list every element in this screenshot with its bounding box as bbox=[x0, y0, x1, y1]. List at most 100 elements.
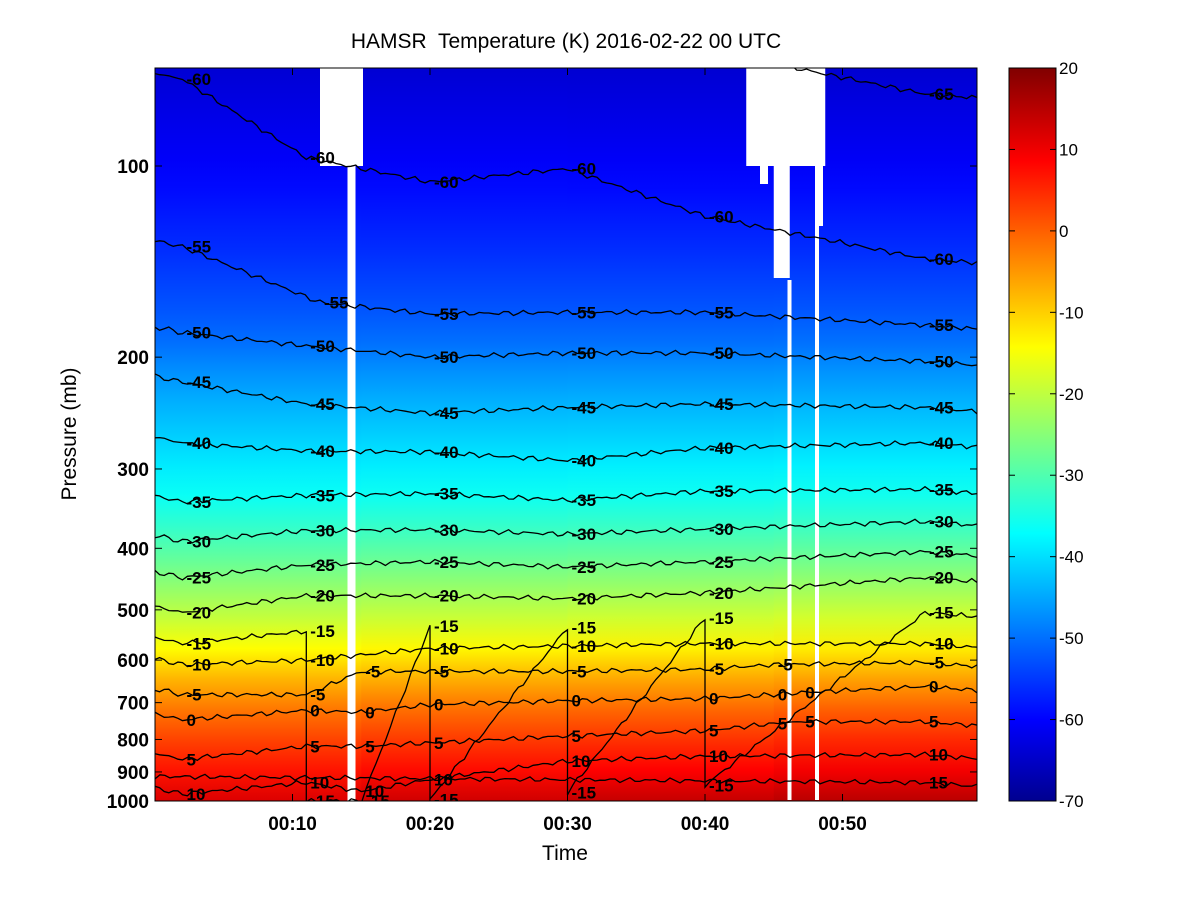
contour-label: -55 bbox=[929, 316, 954, 335]
contour-label: -25 bbox=[929, 543, 954, 562]
contour-label: -60 bbox=[434, 173, 459, 192]
field-strip bbox=[773, 68, 977, 801]
contour-label: -15 bbox=[310, 622, 335, 641]
contour-label: -40 bbox=[187, 434, 212, 453]
contour-labels: -60-60-60-60-60-65-65-60-55-55-55 -55 -55-… bbox=[187, 70, 954, 811]
contour-line bbox=[155, 640, 977, 668]
contour-label: -50 bbox=[187, 324, 212, 343]
contour-label: -60 bbox=[572, 160, 597, 179]
field-strip bbox=[567, 68, 775, 801]
contour-label: -40 bbox=[709, 439, 734, 458]
contour-label: -10 bbox=[929, 635, 954, 654]
contour-label: -50 bbox=[572, 344, 597, 363]
y-tick-label: 700 bbox=[117, 694, 149, 715]
contour-label: -30 bbox=[709, 520, 734, 539]
colorbar-tick-label: 20 bbox=[1059, 59, 1078, 78]
contour-label: 5 bbox=[310, 737, 319, 756]
data-gap bbox=[787, 280, 792, 800]
contour-label: -15 bbox=[310, 792, 335, 811]
contour-label: 0 bbox=[929, 677, 938, 696]
contour-label: 5 bbox=[187, 750, 196, 769]
colorbar-tick-label: -30 bbox=[1059, 466, 1084, 485]
contour-label: -25 bbox=[572, 558, 597, 577]
contour-label: 10 bbox=[709, 747, 728, 766]
contour-label: 0 bbox=[805, 684, 814, 703]
contour-label: 0 bbox=[365, 703, 374, 722]
colorbar: 20 10 0 -10 -20 -30 -40 -50 -60 -70 bbox=[1008, 59, 1084, 811]
colorbar-tick-label: -40 bbox=[1059, 548, 1084, 567]
contour-label: -45 bbox=[187, 373, 212, 392]
contour-label: -10 bbox=[187, 656, 212, 675]
contour-label: 10 bbox=[365, 782, 384, 801]
contour-label: 0 bbox=[310, 701, 319, 720]
data-gap bbox=[815, 226, 819, 800]
contour-line bbox=[155, 549, 977, 581]
contour-label: -35 bbox=[929, 480, 954, 499]
contour-label: -20 bbox=[572, 590, 597, 609]
missing-data-gaps bbox=[320, 68, 826, 801]
contour-label: -25 bbox=[310, 556, 335, 575]
contour-label: -10 bbox=[310, 651, 335, 670]
contour-label: -60 bbox=[929, 250, 954, 269]
field-strip bbox=[361, 68, 569, 801]
contour-label: -55 bbox=[324, 293, 349, 312]
contour-label: -25 bbox=[709, 553, 734, 572]
contour-line bbox=[155, 72, 977, 266]
contour-label: -55 bbox=[709, 303, 734, 322]
contour-label: -40 bbox=[310, 442, 335, 461]
x-tick-label: 00:30 bbox=[543, 814, 592, 835]
contour-label: -35 bbox=[709, 482, 734, 501]
contour-line bbox=[155, 326, 977, 367]
contour-label: -5 bbox=[709, 660, 724, 679]
y-tick-label: 800 bbox=[117, 730, 149, 751]
colorbar-tick-label: -20 bbox=[1059, 385, 1084, 404]
colorbar-gradient bbox=[1008, 67, 1057, 802]
y-tick-label: 600 bbox=[117, 651, 149, 672]
y-tick-label: 300 bbox=[117, 460, 149, 481]
contour-label: 5 bbox=[709, 722, 718, 741]
x-tick-label: 00:50 bbox=[818, 814, 867, 835]
contour-label: 0 bbox=[572, 692, 581, 711]
contour-label: -45 bbox=[572, 398, 597, 417]
contour-label: -30 bbox=[310, 522, 335, 541]
contour-lines bbox=[155, 68, 977, 801]
contour-line bbox=[155, 436, 977, 463]
contour-label: -5 bbox=[572, 662, 587, 681]
contour-label: -65 bbox=[929, 85, 954, 104]
contour-label: -35 bbox=[572, 491, 597, 510]
colorbar-tick-label: -50 bbox=[1059, 629, 1084, 648]
x-axis-label: Time bbox=[542, 842, 588, 865]
contour-label: -15 bbox=[365, 792, 390, 811]
y-tick-label: 100 bbox=[117, 157, 149, 178]
contour-line bbox=[155, 659, 977, 698]
colorbar-tick-label: 0 bbox=[1059, 222, 1068, 241]
contour-label: -40 bbox=[572, 452, 597, 471]
contour-line bbox=[155, 751, 977, 797]
contour-label: -10 bbox=[434, 639, 459, 658]
contour-label: -15 bbox=[709, 609, 734, 628]
contour-label: -40 bbox=[929, 434, 954, 453]
contour-line bbox=[155, 773, 977, 788]
contour-label: -45 bbox=[434, 404, 459, 423]
contour-line bbox=[155, 718, 977, 762]
contour-label: -5 bbox=[365, 662, 380, 681]
contour-label: 0 bbox=[434, 696, 443, 715]
contour-label: -30 bbox=[187, 532, 212, 551]
data-gap bbox=[760, 166, 768, 184]
y-tick-label: 500 bbox=[117, 601, 149, 622]
contour-label: -30 bbox=[929, 513, 954, 532]
data-gap bbox=[746, 68, 826, 166]
x-tick-label: 00:40 bbox=[681, 814, 730, 835]
contour-label: 5 bbox=[778, 714, 787, 733]
contour-label: -55 bbox=[572, 303, 597, 322]
contour-label: -15 bbox=[572, 618, 597, 637]
contour-label: -45 bbox=[310, 395, 335, 414]
contour-label: -55 bbox=[187, 238, 212, 257]
contour-label: -5 bbox=[434, 662, 449, 681]
chart-title: HAMSR Temperature (K) 2016-02-22 00 UTC bbox=[351, 30, 781, 53]
colorbar-tick-label: 10 bbox=[1059, 140, 1078, 159]
contour-label: 5 bbox=[929, 713, 938, 732]
contour-label: 5 bbox=[805, 713, 814, 732]
x-axis-ticks: 00:10 00:20 00:30 00:40 00:50 bbox=[268, 68, 867, 835]
